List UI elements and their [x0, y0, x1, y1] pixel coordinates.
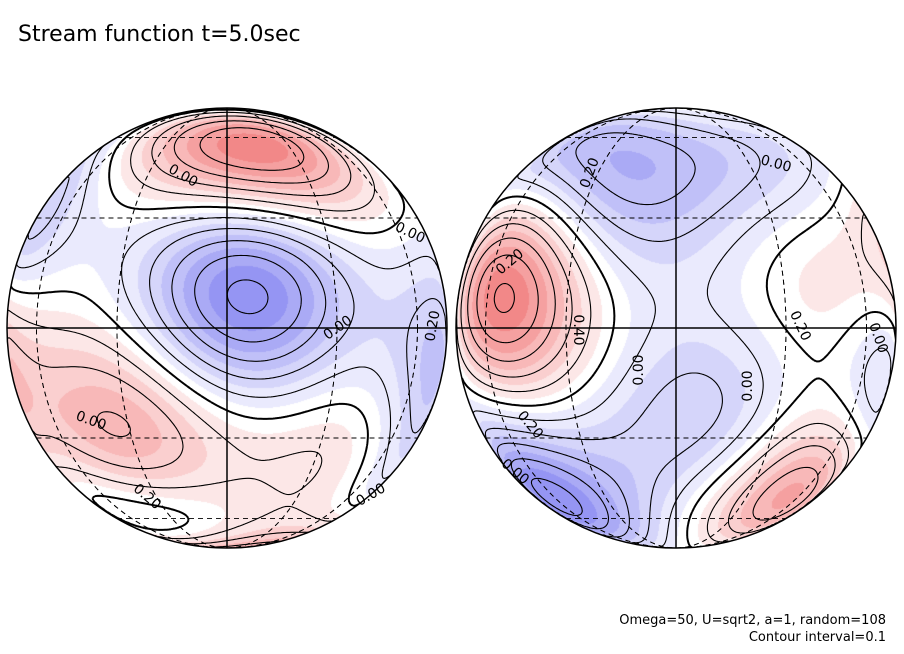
contour-line	[493, 282, 515, 314]
contour-line	[171, 240, 327, 362]
parameters-text: Omega=50, U=sqrt2, a=1, random=108	[619, 613, 886, 628]
lat-lon-grid	[7, 108, 447, 548]
contour-line	[530, 477, 583, 517]
figure-footer: Omega=50, U=sqrt2, a=1, random=108 Conto…	[619, 612, 886, 646]
chart-title: Stream function t=5.0sec	[18, 22, 301, 47]
contour-interval-text: Contour interval=0.1	[748, 630, 886, 645]
contour-label: 0.20	[422, 309, 443, 342]
lat-lon-grid	[456, 108, 896, 548]
contour-label: 0.00	[740, 370, 756, 401]
longitude-line	[116, 108, 338, 548]
left-hemisphere: 0.000.000.200.000.000.20 0.00	[6, 107, 448, 549]
longitude-line	[565, 108, 787, 548]
right-hemisphere: 0.20 0.000.200.400.000.000.20 0.000.200.00	[455, 107, 897, 549]
longitude-line	[485, 108, 867, 548]
globe-outline	[6, 107, 448, 549]
contour-label: 0.00	[631, 354, 647, 385]
contour-label: 0.00	[759, 152, 793, 176]
globe-outline	[455, 107, 897, 549]
contour-line	[96, 120, 330, 548]
contour-line	[467, 237, 819, 521]
contour-label: 0.40	[570, 314, 586, 345]
contour-line	[476, 254, 539, 344]
contour-line	[199, 127, 305, 171]
contour-line	[194, 254, 302, 343]
longitude-line	[36, 108, 418, 548]
